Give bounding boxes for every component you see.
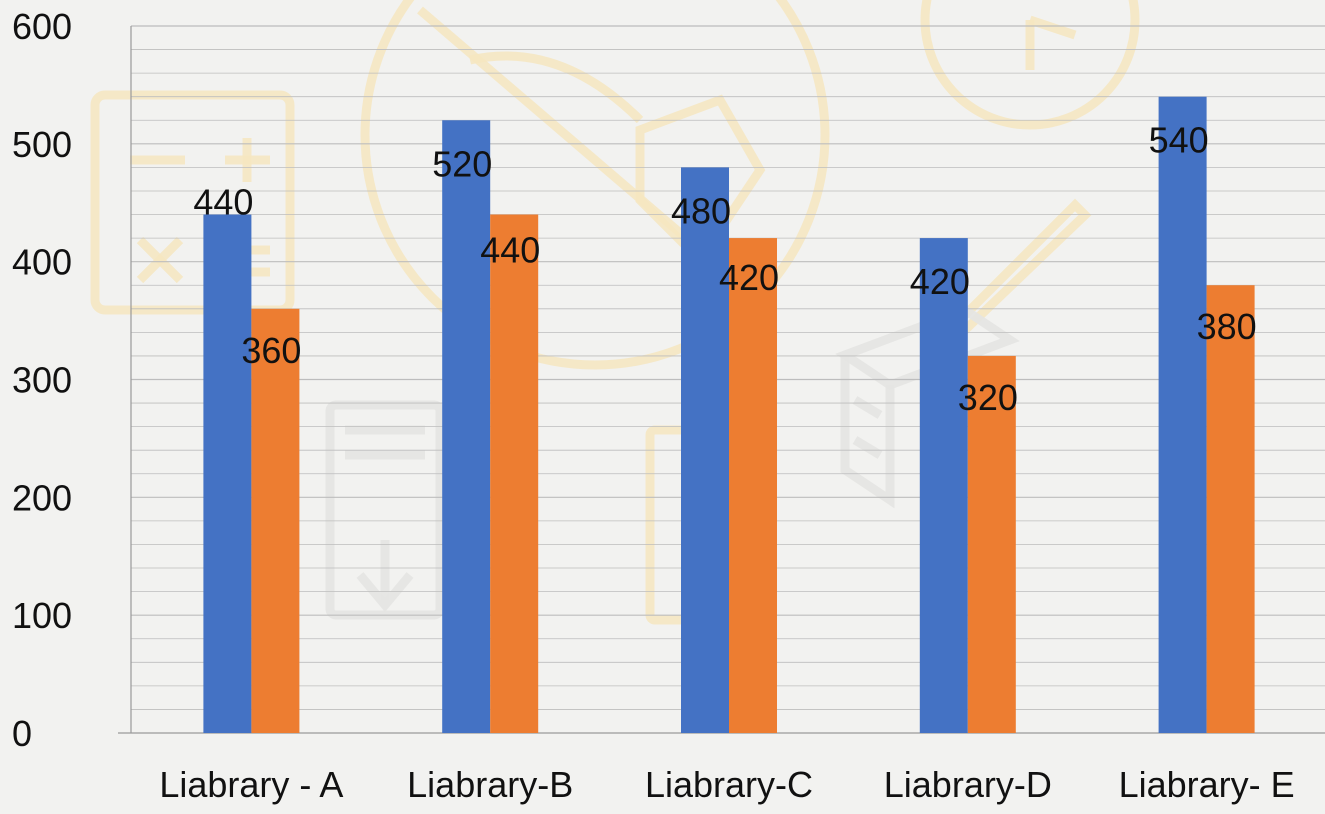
- bar-blue-5: [1158, 96, 1207, 733]
- x-category-label: Liabrary-B: [407, 764, 573, 805]
- data-label: 420: [719, 257, 779, 298]
- x-category-label: Liabrary- E: [1119, 764, 1295, 805]
- hand-pen-icon: [360, 0, 830, 370]
- y-tick-label: 200: [12, 477, 72, 518]
- bars: [203, 96, 1255, 734]
- bar-orange-1: [251, 308, 300, 733]
- y-tick-label: 100: [12, 595, 72, 636]
- clock-icon: [920, 0, 1140, 130]
- y-tick-label: 0: [12, 713, 32, 754]
- bar-blue-3: [681, 167, 729, 733]
- calculator-icon: [90, 90, 295, 315]
- data-label: 380: [1197, 306, 1257, 347]
- x-category-label: Liabrary-D: [884, 764, 1052, 805]
- y-tick-label: 400: [12, 242, 72, 283]
- bar-blue-1: [203, 214, 252, 734]
- bar-orange-2: [490, 214, 539, 734]
- data-label: 540: [1149, 120, 1209, 161]
- bar-orange-3: [729, 238, 777, 733]
- y-tick-label: 600: [12, 6, 72, 47]
- data-label: 440: [480, 230, 540, 271]
- data-label: 520: [432, 143, 492, 184]
- data-label: 420: [910, 261, 970, 302]
- pdf-download-icon: [325, 400, 445, 620]
- data-label: 360: [241, 330, 301, 371]
- y-tick-label: 500: [12, 124, 72, 165]
- x-category-label: Liabrary - A: [159, 764, 343, 805]
- bar-orange-5: [1206, 285, 1255, 733]
- y-tick-label: 300: [12, 360, 72, 401]
- bar-blue-2: [442, 120, 491, 734]
- x-category-label: Liabrary-C: [645, 764, 813, 805]
- labels: 0 100 200 300 400 500 600 440 360 Liabrary - A 520…: [12, 6, 1295, 805]
- bar-orange-4: [967, 355, 1016, 733]
- data-label: 440: [193, 182, 253, 223]
- data-label: 480: [671, 190, 731, 231]
- data-label: 320: [958, 377, 1018, 418]
- bar-blue-4: [919, 238, 968, 733]
